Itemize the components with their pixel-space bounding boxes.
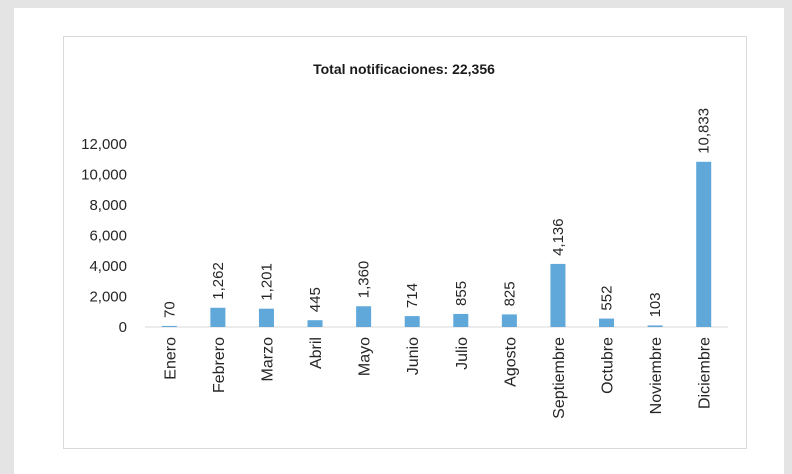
x-category-label: Junio — [405, 337, 422, 375]
bars-group — [161, 161, 712, 327]
x-category-label: Abril — [308, 337, 325, 369]
bar-septiembre — [550, 263, 566, 327]
x-category-label: Agosto — [502, 337, 519, 387]
x-category-label: Marzo — [259, 337, 276, 382]
y-axis: 0 2,000 4,000 6,000 8,000 10,000 12,000 — [81, 136, 127, 336]
bar-febrero — [210, 307, 226, 327]
bar-julio — [453, 313, 469, 327]
x-category-label: Septiembre — [551, 337, 568, 419]
data-label: 4,136 — [550, 218, 567, 256]
y-tick-label: 10,000 — [81, 167, 127, 184]
chart-title: Total notificaciones: 22,356 — [313, 61, 495, 77]
category-labels-group: Enero Febrero Marzo Abril Mayo Junio Julio Agos… — [162, 337, 713, 419]
x-category-label: Enero — [162, 337, 179, 380]
x-category-label: Diciembre — [697, 337, 714, 409]
y-tick-label: 0 — [119, 319, 127, 336]
data-labels-group: 70 1,262 1,201 445 1,360 714 855 825 4,136 552 103… — [161, 108, 712, 318]
y-tick-label: 6,000 — [89, 228, 127, 245]
data-label: 445 — [307, 287, 324, 312]
data-label: 552 — [599, 286, 616, 311]
data-label: 1,201 — [258, 263, 275, 301]
data-label: 103 — [647, 292, 664, 317]
data-label: 855 — [453, 281, 470, 306]
data-label: 70 — [161, 301, 178, 318]
y-tick-label: 8,000 — [89, 197, 127, 214]
bar-diciembre — [696, 161, 712, 327]
data-label: 10,833 — [696, 108, 713, 154]
y-tick-label: 12,000 — [81, 136, 127, 153]
bar-abril — [307, 320, 323, 327]
x-category-label: Octubre — [600, 337, 617, 394]
data-label: 1,360 — [356, 261, 373, 299]
x-category-label: Mayo — [357, 337, 374, 376]
data-label: 1,262 — [210, 262, 227, 300]
x-category-label: Julio — [454, 337, 471, 370]
bar-noviembre — [647, 325, 663, 327]
bar-marzo — [258, 308, 274, 327]
data-label: 825 — [501, 281, 518, 306]
y-tick-label: 2,000 — [89, 289, 127, 306]
bar-octubre — [599, 318, 615, 327]
x-category-label: Febrero — [211, 337, 228, 393]
x-category-label: Noviembre — [648, 337, 665, 414]
bar-junio — [404, 316, 420, 327]
data-label: 714 — [404, 283, 421, 308]
bar-enero — [161, 325, 177, 327]
y-tick-label: 4,000 — [89, 258, 127, 275]
bar-agosto — [501, 314, 517, 327]
bar-mayo — [356, 306, 372, 327]
chart-frame — [63, 36, 747, 449]
